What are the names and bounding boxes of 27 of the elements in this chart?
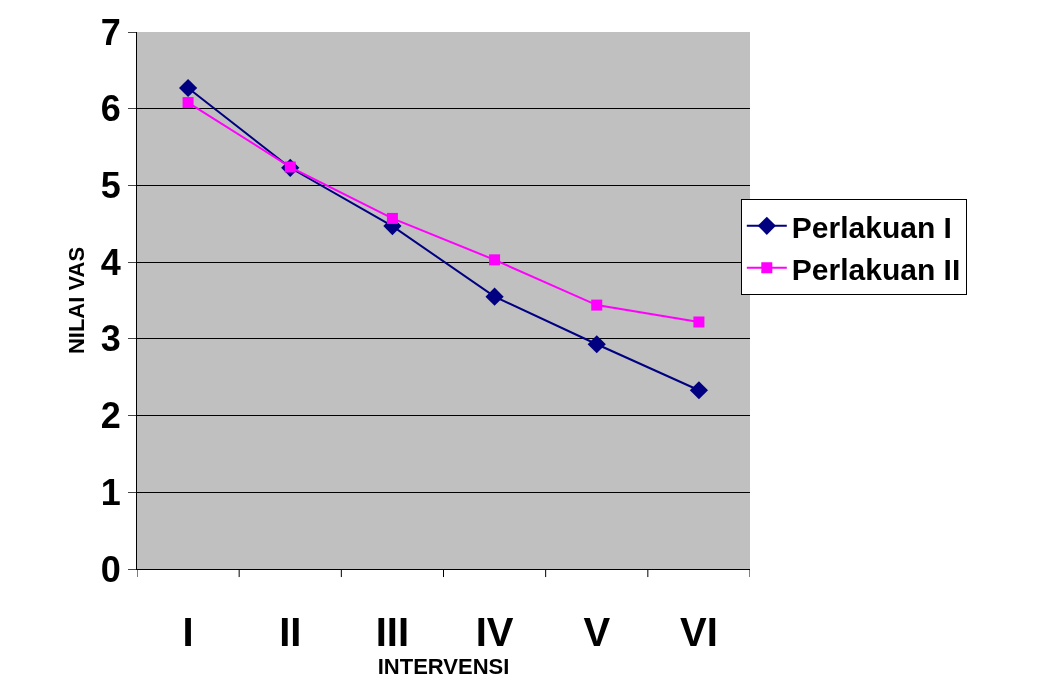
point <box>689 381 709 400</box>
y-tick-label: 0 <box>100 548 121 590</box>
point <box>489 254 501 266</box>
x-axis-title: INTERVENSI <box>377 654 510 679</box>
x-tick-label: I <box>182 610 194 654</box>
y-tick-label: 4 <box>100 241 121 283</box>
x-tick-label: V <box>583 610 611 654</box>
legend-label: Perlakuan II <box>791 252 961 286</box>
y-tick-label: 7 <box>100 11 121 53</box>
y-tick-label: 6 <box>100 88 121 130</box>
point <box>178 78 198 98</box>
x-tick-label: IV <box>475 610 514 654</box>
y-axis-title: NILAI VAS <box>63 246 89 355</box>
x-tick-label: VI <box>680 610 718 654</box>
y-tick-label: 1 <box>100 471 121 513</box>
y-tick-label: 3 <box>100 318 121 360</box>
point <box>693 316 705 328</box>
x-tick-label: III <box>375 610 410 654</box>
x-tick-label: II <box>279 610 302 654</box>
point <box>591 299 603 311</box>
legend-label: Perlakuan I <box>791 210 952 244</box>
point <box>587 335 606 354</box>
point <box>182 97 194 109</box>
point <box>386 212 398 224</box>
y-tick-label: 5 <box>100 165 121 207</box>
y-tick-label: 2 <box>100 395 121 437</box>
point <box>485 287 504 306</box>
